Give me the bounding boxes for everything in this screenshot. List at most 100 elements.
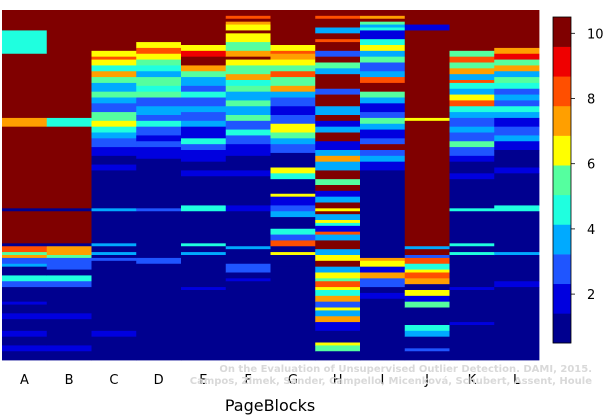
heatmap-cell [404,30,450,119]
heatmap-cell [2,208,48,212]
heatmap-cell [91,252,137,256]
heatmap-cell [270,77,316,87]
heatmap-cell [225,15,271,20]
colorbar-band [553,313,571,344]
heatmap-cell [270,123,316,133]
heatmap-column-C [91,10,137,361]
x-tick-label: E [199,373,207,388]
heatmap-cell [91,50,137,58]
heatmap-cell [46,243,92,247]
heatmap-cell [360,287,406,294]
heatmap-cell [2,252,48,256]
heatmap-cell [449,290,495,323]
heatmap-cell [225,100,271,107]
heatmap-cell [494,65,540,72]
heatmap-cell [449,173,495,180]
heatmap-cell [360,97,406,104]
heatmap-cell [315,106,361,116]
heatmap-cell [91,243,137,247]
heatmap-cell [225,115,271,122]
heatmap-cell [315,185,361,192]
heatmap-cell [494,112,540,119]
heatmap-cell [494,88,540,95]
heatmap-cell [225,272,271,279]
heatmap-column-J [404,10,450,361]
heatmap-cell [360,170,406,259]
heatmap-cell [404,257,450,265]
heatmap-cell [360,91,406,98]
heatmap-cell [181,126,227,139]
heatmap-cell [181,290,227,361]
heatmap-cell [91,266,137,332]
heatmap-cell [315,196,361,203]
heatmap-cell [494,126,540,136]
heatmap-cell [181,77,227,87]
heatmap-cell [315,220,361,224]
heatmap-cell [270,45,316,52]
x-tick-label: F [244,373,251,388]
heatmap-cell [181,10,227,46]
heatmap-cell [225,42,271,52]
heatmap-cell [225,129,271,136]
heatmap-cell [449,325,495,361]
heatmap-cell [315,126,361,133]
colorbar-tick-label: 2 [587,288,595,303]
heatmap-column-B [46,10,92,361]
heatmap-cell [91,208,137,212]
heatmap-cell [225,21,271,25]
heatmap-cell [91,112,137,122]
heatmap-cell [46,275,92,282]
heatmap-cell [91,56,137,60]
colorbar-band [553,165,571,196]
heatmap-cell [270,59,316,66]
heatmap-cell [494,117,540,128]
heatmap-cell [315,179,361,186]
heatmap-cell [449,141,495,148]
heatmap-cell [449,94,495,101]
heatmap-cell [449,155,495,163]
heatmap-cell [225,281,271,361]
heatmap-cell [2,263,48,268]
heatmap-cell [225,24,271,31]
heatmap-cell [315,62,361,69]
heatmap-cell [2,313,48,320]
heatmap-cell [136,47,182,55]
heatmap-cell [91,246,137,253]
heatmap-cell [315,255,361,262]
heatmap-cell [315,18,361,28]
heatmap-cell [404,24,450,31]
heatmap-cell [315,10,361,17]
heatmap-cell [494,100,540,107]
heatmap-cell [2,275,48,282]
heatmap-cell [225,263,271,273]
heatmap-cell [449,50,495,58]
heatmap-cell [270,144,316,154]
heatmap-cell [2,10,48,28]
heatmap-cell [315,74,361,90]
heatmap-cell [270,85,316,93]
heatmap-cell [360,62,406,72]
heatmap-cell [315,260,361,268]
heatmap-cell [315,50,361,58]
heatmap-cell [225,50,271,58]
heatmap-cell [315,170,361,180]
x-tick-labels: A B C D E F G H I J K L [20,373,521,388]
heatmap-cell [404,278,450,285]
heatmap-cell [315,39,361,43]
heatmap-cell [449,126,495,133]
heatmap-column-A [2,10,48,361]
heatmap-cell [404,249,450,256]
heatmap-cell [181,71,227,78]
heatmap-cell [270,115,316,125]
heatmap-cell [360,150,406,157]
heatmap-cell [181,112,227,122]
heatmap-cell [2,255,48,259]
heatmap-cell [136,77,182,87]
heatmap-cell [225,155,271,171]
heatmap-cell [494,10,540,49]
heatmap-cell [315,330,361,343]
heatmap-cell [270,234,316,241]
heatmap-column-I [360,10,406,361]
heatmap-cell [46,10,92,119]
heatmap-cell [136,85,182,93]
